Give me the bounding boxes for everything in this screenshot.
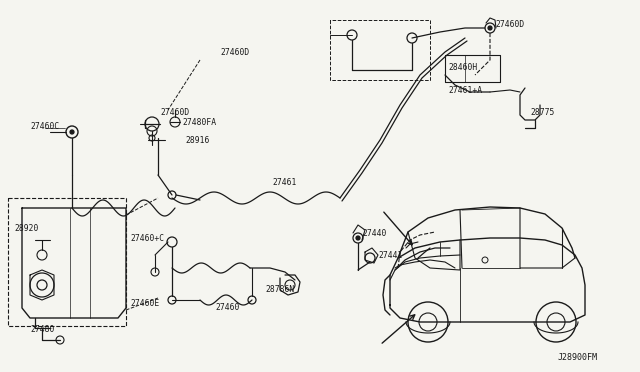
Text: 27460C: 27460C bbox=[30, 122, 60, 131]
Text: 27440: 27440 bbox=[362, 228, 387, 237]
Text: 28916: 28916 bbox=[185, 135, 209, 144]
Text: 27460: 27460 bbox=[215, 304, 239, 312]
Bar bbox=[8, 198, 126, 326]
Text: 27460D: 27460D bbox=[160, 108, 189, 116]
Text: 27460D: 27460D bbox=[495, 19, 524, 29]
Text: 28460H: 28460H bbox=[448, 62, 477, 71]
Text: 27480: 27480 bbox=[30, 326, 54, 334]
Text: 27480FA: 27480FA bbox=[182, 118, 216, 126]
Text: 28775: 28775 bbox=[530, 108, 554, 116]
Circle shape bbox=[488, 26, 492, 30]
Circle shape bbox=[356, 236, 360, 240]
Text: 27460+C: 27460+C bbox=[130, 234, 164, 243]
Circle shape bbox=[70, 130, 74, 134]
Text: 27441: 27441 bbox=[378, 250, 403, 260]
Text: 28786N: 28786N bbox=[265, 285, 294, 295]
Text: 27461: 27461 bbox=[272, 177, 296, 186]
Text: 27460D: 27460D bbox=[220, 48, 249, 57]
Text: 27460E: 27460E bbox=[130, 298, 159, 308]
Text: 28920: 28920 bbox=[14, 224, 38, 232]
Text: J28900FM: J28900FM bbox=[558, 353, 598, 362]
Text: 27461+A: 27461+A bbox=[448, 86, 482, 94]
